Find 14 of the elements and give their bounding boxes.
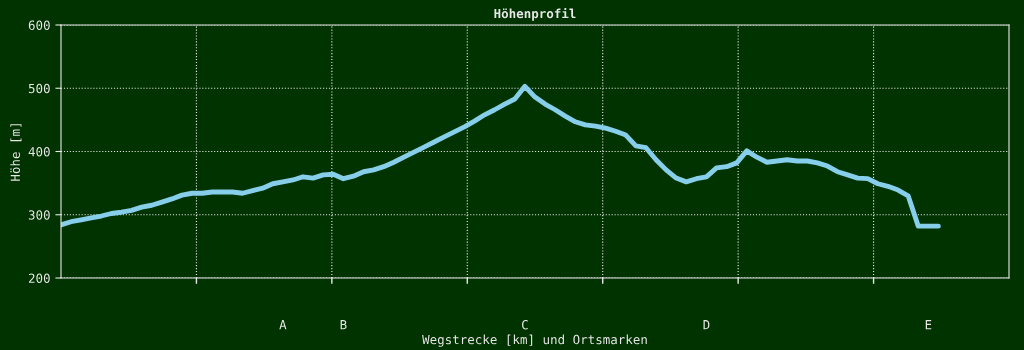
x-tick-label: D bbox=[703, 320, 710, 330]
y-tick-label: 300 bbox=[28, 210, 50, 220]
y-tick-label: 600 bbox=[28, 20, 50, 30]
y-tick-label: 200 bbox=[28, 273, 50, 283]
x-tick-label: B bbox=[340, 320, 347, 330]
x-tick-label: C bbox=[522, 319, 528, 330]
line-series bbox=[61, 83, 941, 229]
x-tick-label: A bbox=[279, 320, 287, 330]
y-tick-label: 500 bbox=[28, 83, 50, 94]
y-axis-title: Höhe [m] bbox=[10, 124, 22, 181]
chart-title: Höhenprofil bbox=[494, 7, 576, 21]
x-tick-label: E bbox=[925, 320, 932, 330]
y-tick-label: 400 bbox=[28, 147, 50, 157]
x-axis-title: Wegstrecke [km] und Ortsmarken bbox=[422, 334, 647, 347]
